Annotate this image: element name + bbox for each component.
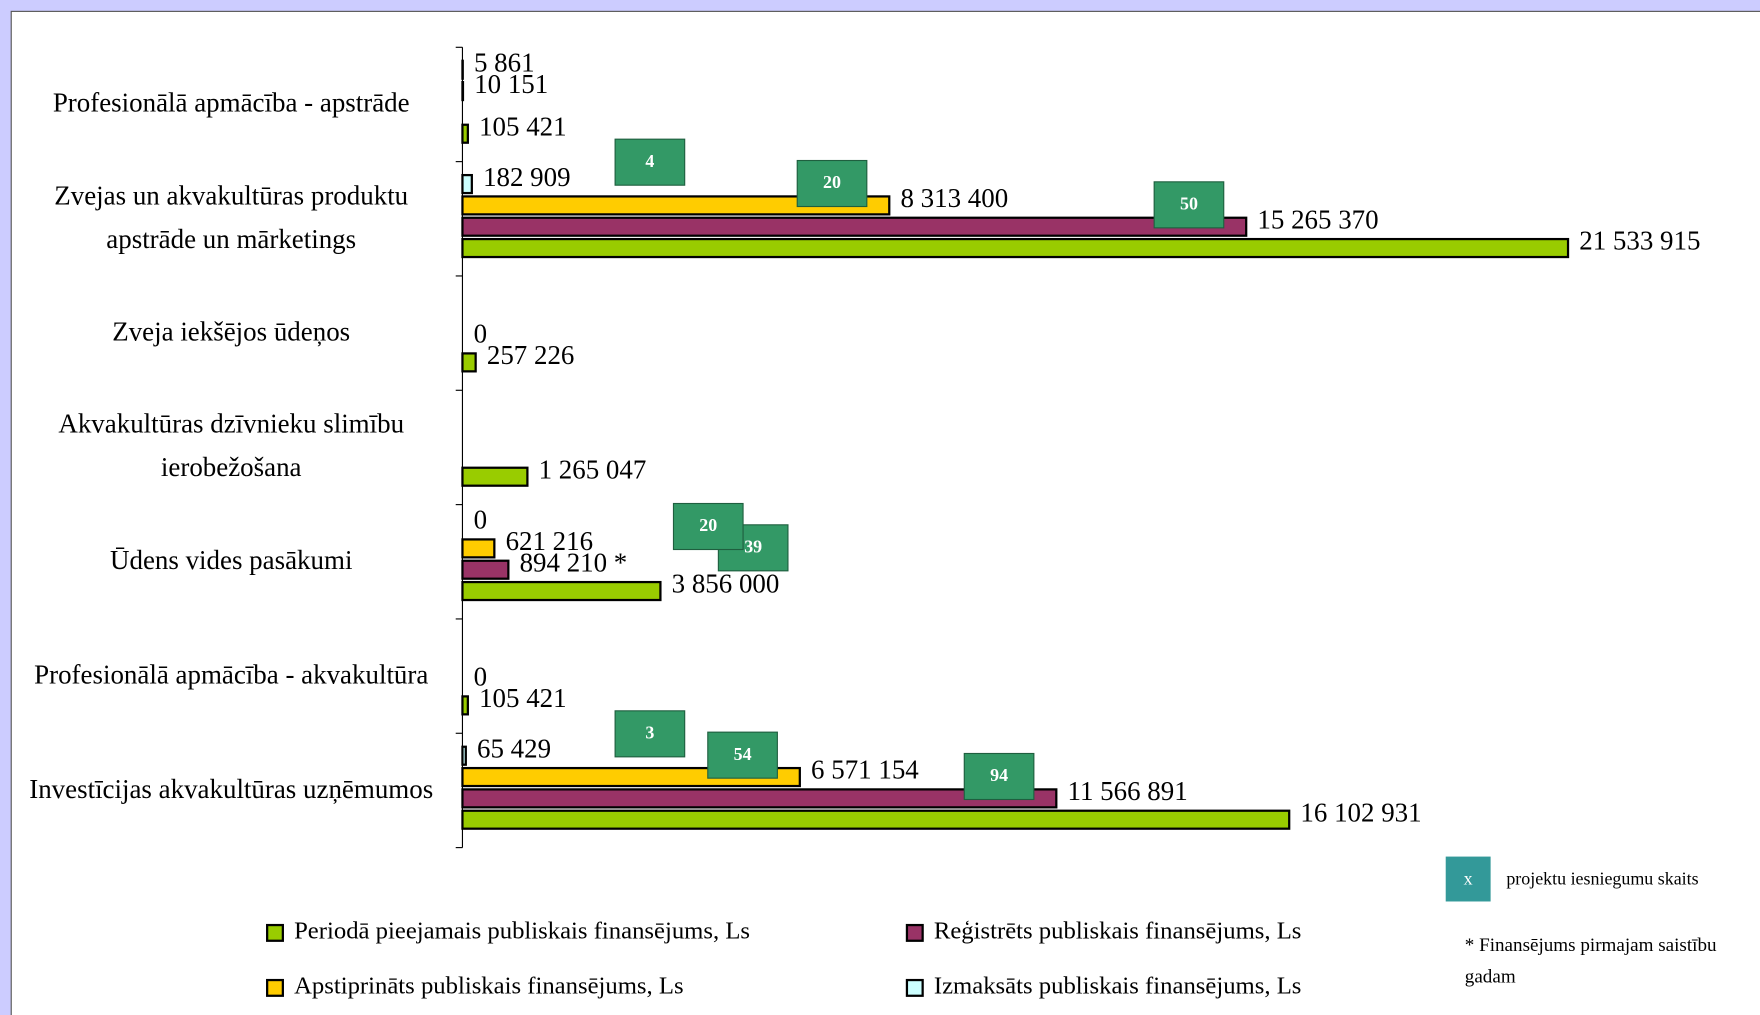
data-label: 10 151: [474, 69, 548, 99]
data-label: 15 265 370: [1257, 204, 1378, 234]
legend-swatch: [266, 923, 284, 942]
legend-label: Periodā pieejamais publiskais finansējum…: [294, 918, 750, 945]
data-label: 105 421: [479, 111, 567, 141]
data-label: 894 210 *: [520, 547, 628, 577]
category-label: Zvejas un akvakultūras produktu apstrāde…: [54, 181, 409, 255]
count-label: 20: [699, 515, 717, 535]
count-box: [796, 159, 868, 208]
bar: [461, 237, 1570, 259]
bar: [461, 123, 469, 144]
count-label: 50: [1180, 194, 1198, 214]
data-label: 257 226: [487, 340, 575, 370]
footnote: * Finansējums pirmajam saistību gadam: [1464, 934, 1717, 987]
data-label: 8 313 400: [900, 183, 1008, 213]
category-label: Ūdens vides pasākumi: [110, 546, 353, 576]
data-label: 65 429: [477, 733, 551, 763]
category-label-box: Investīcijas akvakultūras uzņēmumos: [29, 775, 434, 805]
legend-label: Apstiprināts publiskais finansējums, Ls: [294, 973, 684, 1000]
data-label: 6 571 154: [811, 755, 919, 785]
count-label: 54: [734, 744, 752, 764]
category-label-box: Akvakultūras dzīvnieku slimību ierobežoš…: [58, 410, 405, 484]
bar: [461, 745, 467, 766]
count-label: 94: [990, 765, 1008, 785]
bar: [461, 352, 477, 373]
data-label: 0: [474, 319, 487, 349]
category-label-box: Zvejas un akvakultūras produktu apstrāde…: [54, 181, 409, 255]
bar: [461, 695, 469, 716]
data-label: 0: [474, 662, 487, 692]
count-label: 4: [645, 151, 654, 171]
data-label: 21 533 915: [1579, 226, 1700, 256]
count-legend-symbol: x: [1464, 868, 1473, 888]
category-label: Investīcijas akvakultūras uzņēmumos: [29, 775, 434, 805]
bar: [461, 538, 496, 559]
data-label: 105 421: [479, 683, 567, 713]
count-box: [1153, 181, 1225, 229]
bar: [461, 580, 662, 602]
bar: [461, 559, 510, 580]
data-label: 5 861: [474, 47, 535, 77]
category-label: Profesionālā apmācība - akvakultūra: [34, 660, 429, 691]
category-label-box: Profesionālā apmācība - akvakultūra: [34, 660, 429, 691]
legend-swatch: [266, 978, 284, 997]
category-label: Akvakultūras dzīvnieku slimību ierobežoš…: [58, 410, 405, 484]
count-legend-box: [1445, 856, 1491, 902]
count-legend-text: projektu iesniegumu skaits: [1506, 868, 1698, 888]
data-label: 0: [474, 505, 487, 535]
category-label-box: Profesionālā apmācība - apstrāde: [52, 89, 410, 119]
count-label: 20: [823, 172, 841, 192]
category-label: Zveja iekšējos ūdeņos: [112, 317, 351, 348]
data-label: 182 909: [483, 162, 571, 192]
data-label: 621 216: [506, 526, 594, 556]
data-label: 1 265 047: [539, 454, 647, 484]
footnote-box: * Finansējums pirmajam saistību gadam: [1464, 934, 1717, 987]
bar: [461, 195, 891, 216]
data-label: 3 856 000: [672, 569, 780, 599]
legend-label: Izmaksāts publiskais finansējums, Ls: [934, 973, 1302, 1000]
category-label-box: Zveja iekšējos ūdeņos: [112, 317, 351, 348]
bar: [461, 80, 465, 102]
count-label: 3: [645, 723, 654, 743]
data-label: 16 102 931: [1300, 797, 1421, 827]
count-label: 39: [744, 537, 762, 557]
legend-swatch: [905, 978, 924, 997]
legend-swatch: [905, 923, 924, 942]
bar: [461, 788, 1058, 809]
bar: [461, 216, 1248, 237]
category-label: Profesionālā apmācība - apstrāde: [52, 89, 410, 119]
bar: [461, 173, 473, 195]
bar: [461, 466, 529, 487]
count-box: [672, 502, 744, 551]
count-box: [963, 752, 1035, 801]
chart-panel: [10, 10, 1760, 1015]
data-label: 11 566 891: [1068, 776, 1188, 806]
category-label-box: Ūdens vides pasākumi: [110, 546, 353, 576]
count-box: [614, 138, 686, 186]
count-box: [707, 731, 778, 779]
legend-label: Reģistrēts publiskais finansējums, Ls: [934, 918, 1302, 945]
bar: [461, 809, 1291, 830]
count-box: [614, 710, 686, 758]
